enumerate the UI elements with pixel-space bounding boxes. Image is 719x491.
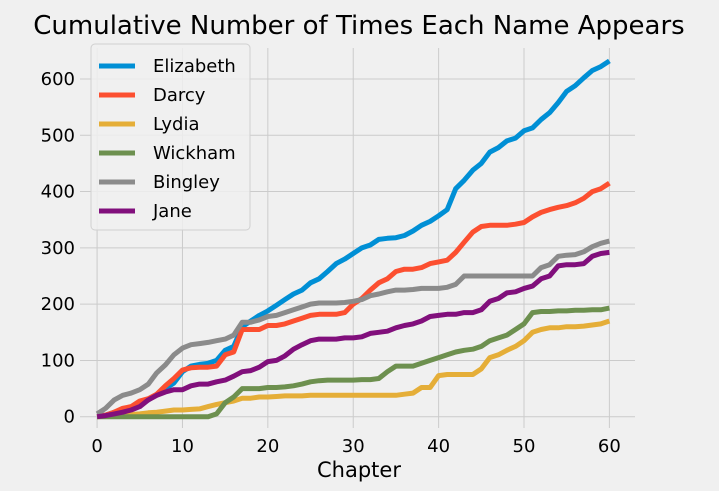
y-tick-label: 0: [64, 407, 75, 428]
x-tick-label: 20: [256, 436, 279, 457]
series-line-darcy: [96, 181, 611, 420]
legend-label-darcy: Darcy: [153, 85, 206, 106]
y-tick-label: 200: [41, 294, 75, 315]
legend-label-elizabeth: Elizabeth: [153, 56, 236, 77]
legend: Elizabeth Darcy Lydia Wickham Bingley Jane: [90, 43, 251, 231]
x-tick-labels: 0 10 20 30 40 50 60: [91, 436, 620, 457]
x-tick-label: 60: [598, 436, 621, 457]
y-tick-label: 600: [41, 69, 75, 90]
y-tick-labels: 0 100 200 300 400 500 600: [41, 69, 75, 428]
x-tick-label: 50: [513, 436, 536, 457]
chart-title: Cumulative Number of Times Each Name App…: [33, 11, 684, 41]
series-line-wickham: [97, 305, 610, 420]
x-axis-label: Chapter: [317, 458, 401, 482]
y-tick-label: 400: [41, 182, 75, 203]
x-tick-label: 30: [342, 436, 365, 457]
series-line-lydia: [96, 318, 611, 420]
series-layer: [95, 58, 611, 420]
legend-label-lydia: Lydia: [153, 114, 200, 135]
series-line-bingley: [95, 238, 611, 416]
y-tick-label: 500: [41, 125, 75, 146]
y-tick-label: 100: [41, 350, 75, 371]
legend-label-wickham: Wickham: [153, 143, 236, 164]
y-tick-label: 300: [41, 238, 75, 259]
legend-label-bingley: Bingley: [153, 172, 220, 193]
x-tick-label: 40: [427, 436, 450, 457]
x-tick-label: 10: [171, 436, 194, 457]
series-line-jane: [96, 249, 610, 420]
x-tick-label: 0: [91, 436, 102, 457]
legend-label-jane: Jane: [152, 201, 192, 222]
